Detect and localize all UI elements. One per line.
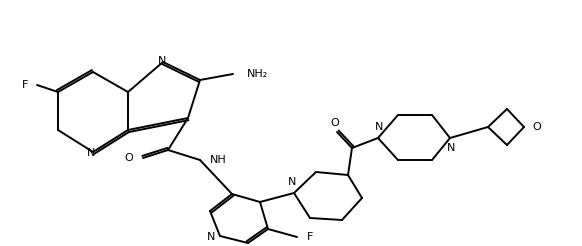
Text: N: N (158, 56, 166, 66)
Text: N: N (207, 232, 215, 242)
Text: N: N (288, 177, 296, 187)
Text: N: N (447, 143, 455, 153)
Text: F: F (22, 80, 28, 90)
Text: N: N (87, 148, 95, 158)
Text: O: O (331, 118, 339, 128)
Text: O: O (532, 122, 541, 132)
Text: O: O (124, 153, 133, 163)
Text: NH₂: NH₂ (247, 69, 268, 79)
Text: N: N (375, 122, 383, 132)
Text: NH: NH (210, 155, 227, 165)
Text: F: F (307, 232, 313, 242)
